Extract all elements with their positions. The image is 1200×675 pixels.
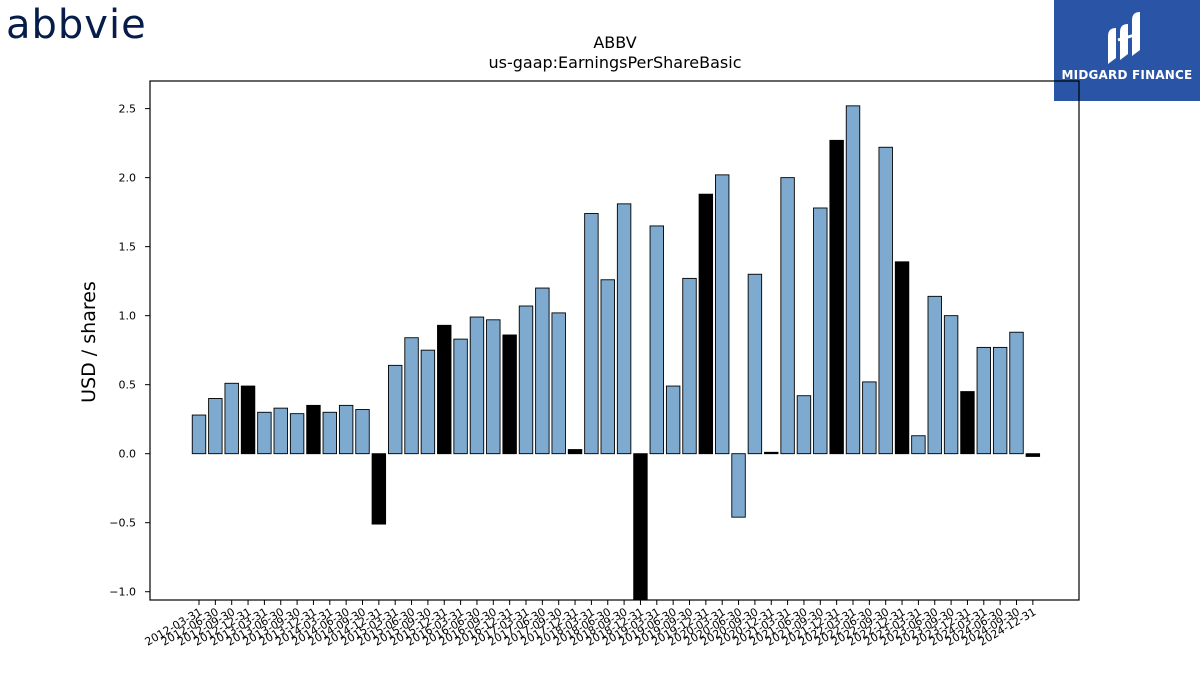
bar [388, 364, 403, 455]
bar [322, 411, 337, 455]
midgard-mark-icon [1108, 12, 1140, 64]
y-tick-label: 2.0 [119, 172, 137, 185]
bar [862, 381, 877, 455]
bar [927, 295, 942, 455]
bar [715, 174, 730, 455]
bar [306, 404, 321, 455]
bar [1025, 453, 1041, 457]
bar [371, 453, 387, 525]
bar [404, 337, 419, 455]
bar [992, 346, 1008, 455]
bar [649, 225, 664, 455]
abbvie-logo: abbvie [6, 2, 147, 48]
bar [453, 338, 468, 455]
x-axis-ticks: 2012-03-312012-06-302012-09-302012-12-31… [143, 600, 1038, 649]
bar [780, 177, 795, 455]
bar [616, 203, 632, 455]
bar [878, 146, 893, 455]
bar [420, 349, 436, 455]
bar [240, 385, 256, 455]
bar [338, 404, 354, 455]
bar [469, 316, 485, 455]
bar [257, 411, 272, 455]
y-axis-ticks: −1.0 −0.5 0.0 0.5 1.0 1.5 2.0 2.5 [109, 103, 150, 599]
bar [600, 279, 615, 455]
midgard-brand-text: MIDGARD FINANCE [1061, 68, 1193, 82]
y-tick-label: −1.0 [109, 586, 136, 599]
bar [535, 287, 550, 455]
y-tick-label: 2.5 [119, 103, 137, 116]
bar [829, 139, 844, 455]
y-tick-label: 0.5 [119, 379, 137, 392]
bar [518, 305, 534, 455]
bar [1009, 331, 1024, 455]
midgard-finance-logo: MIDGARD FINANCE [1054, 0, 1200, 101]
y-tick-label: −0.5 [109, 517, 136, 530]
bar [845, 105, 861, 455]
y-tick-label: 1.0 [119, 310, 137, 323]
bar [813, 207, 828, 455]
bar [224, 382, 239, 455]
bar [764, 451, 779, 455]
bar [731, 453, 746, 518]
chart-title: ABBV [593, 33, 636, 52]
bar [894, 261, 910, 455]
bar [960, 391, 975, 455]
bar [273, 407, 288, 455]
plot-frame [149, 80, 1080, 601]
y-tick-label: 0.0 [119, 448, 137, 461]
bar [698, 193, 714, 455]
bar [355, 409, 370, 455]
bar [633, 453, 648, 601]
bar [665, 385, 681, 455]
bar [502, 334, 517, 455]
bar [208, 398, 223, 455]
bar [682, 277, 697, 455]
bar [567, 449, 583, 455]
y-tick-label: 1.5 [119, 241, 137, 254]
bar [911, 435, 926, 455]
y-axis-label: USD / shares [78, 281, 100, 403]
bar [551, 312, 566, 455]
bar [486, 319, 501, 455]
bar [976, 346, 991, 455]
bar [747, 273, 763, 455]
bar [191, 414, 207, 455]
chart-subtitle: us-gaap:EarningsPerShareBasic [488, 53, 741, 72]
bar [437, 324, 452, 455]
bar [796, 395, 812, 455]
bar [584, 213, 599, 455]
bar [289, 413, 305, 455]
bar-series [191, 105, 1041, 601]
bar [943, 315, 959, 455]
